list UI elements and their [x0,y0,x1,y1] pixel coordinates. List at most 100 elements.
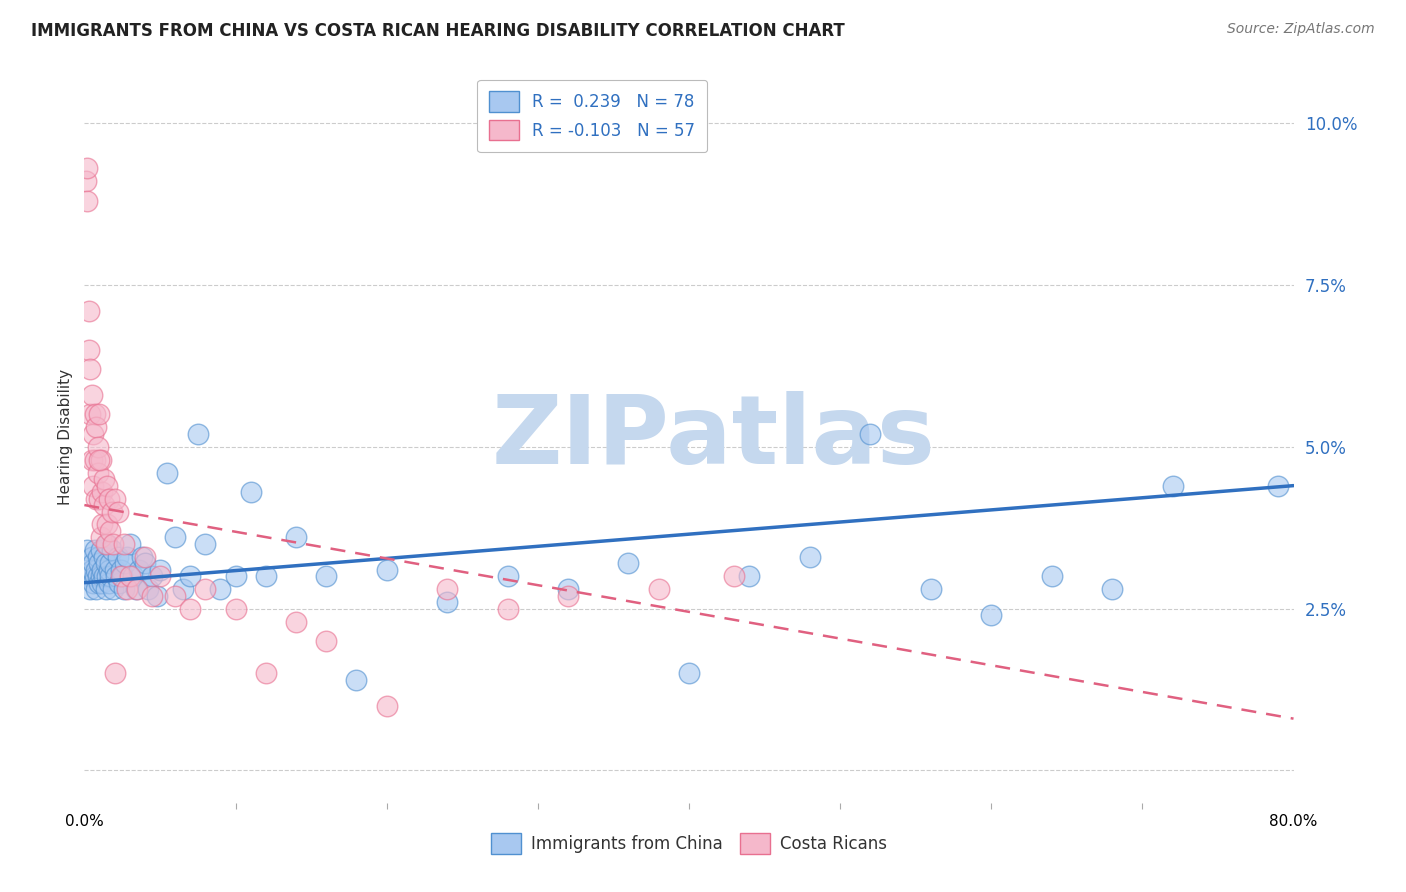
Point [134,549,156,564]
Point [134,557,156,571]
Point [285,615,308,629]
Point [96,478,118,492]
Point [82,478,104,492]
Point [84,408,107,422]
Point [112,537,135,551]
Point [149,569,172,583]
Point [96,537,118,551]
Y-axis label: Hearing Disability: Hearing Disability [58,369,73,505]
Text: IMMIGRANTS FROM CHINA VS COSTA RICAN HEARING DISABILITY CORRELATION CHART: IMMIGRANTS FROM CHINA VS COSTA RICAN HEA… [31,22,845,40]
Point [156,466,179,480]
Point [89,408,111,422]
Point [254,666,277,681]
Point [96,569,118,583]
Point [87,569,110,583]
Point [91,485,114,500]
Point [1040,569,1063,583]
Point [97,491,120,506]
Point [84,569,107,583]
Point [97,563,120,577]
Point [617,557,640,571]
Point [90,569,112,583]
Point [648,582,671,597]
Point [254,569,277,583]
Point [179,569,201,583]
Point [76,161,98,176]
Point [84,543,107,558]
Point [79,408,101,422]
Point [76,543,98,558]
Point [136,582,159,597]
Point [80,563,103,577]
Point [94,582,117,597]
Point [77,343,100,357]
Point [80,549,103,564]
Point [108,575,131,590]
Point [86,582,108,597]
Point [115,582,138,597]
Point [86,420,108,434]
Point [678,666,700,681]
Point [101,582,124,597]
Point [98,569,121,583]
Point [97,575,120,590]
Point [89,452,111,467]
Point [436,582,458,597]
Point [496,569,519,583]
Point [118,537,141,551]
Text: ZIPatlas: ZIPatlas [491,391,935,483]
Point [315,634,337,648]
Point [436,595,458,609]
Point [90,543,112,558]
Point [1101,582,1123,597]
Point [225,569,247,583]
Point [107,504,129,518]
Point [86,491,108,506]
Point [89,491,111,506]
Point [496,601,519,615]
Point [100,504,122,518]
Point [98,524,121,538]
Point [105,569,128,583]
Point [79,362,101,376]
Point [179,601,201,615]
Point [75,174,97,188]
Point [96,517,118,532]
Point [87,440,110,454]
Point [165,589,187,603]
Point [980,608,1002,623]
Point [165,530,187,544]
Point [346,673,368,687]
Point [920,582,942,597]
Point [738,569,761,583]
Point [79,582,101,597]
Point [91,575,114,590]
Point [94,557,117,571]
Point [172,582,194,597]
Point [110,563,132,577]
Point [194,537,217,551]
Point [80,388,103,402]
Point [127,582,149,597]
Point [723,569,745,583]
Point [93,472,115,486]
Point [239,485,262,500]
Text: Source: ZipAtlas.com: Source: ZipAtlas.com [1227,22,1375,37]
Point [128,563,150,577]
Point [557,582,579,597]
Point [91,563,114,577]
Point [114,557,136,571]
Point [93,498,115,512]
Point [141,589,163,603]
Point [112,582,135,597]
Point [118,569,141,583]
Point [104,666,127,681]
Point [209,582,232,597]
Point [87,549,110,564]
Point [87,466,110,480]
Point [93,549,115,564]
Point [799,549,821,564]
Point [1161,478,1184,492]
Point [86,563,108,577]
Point [131,549,153,564]
